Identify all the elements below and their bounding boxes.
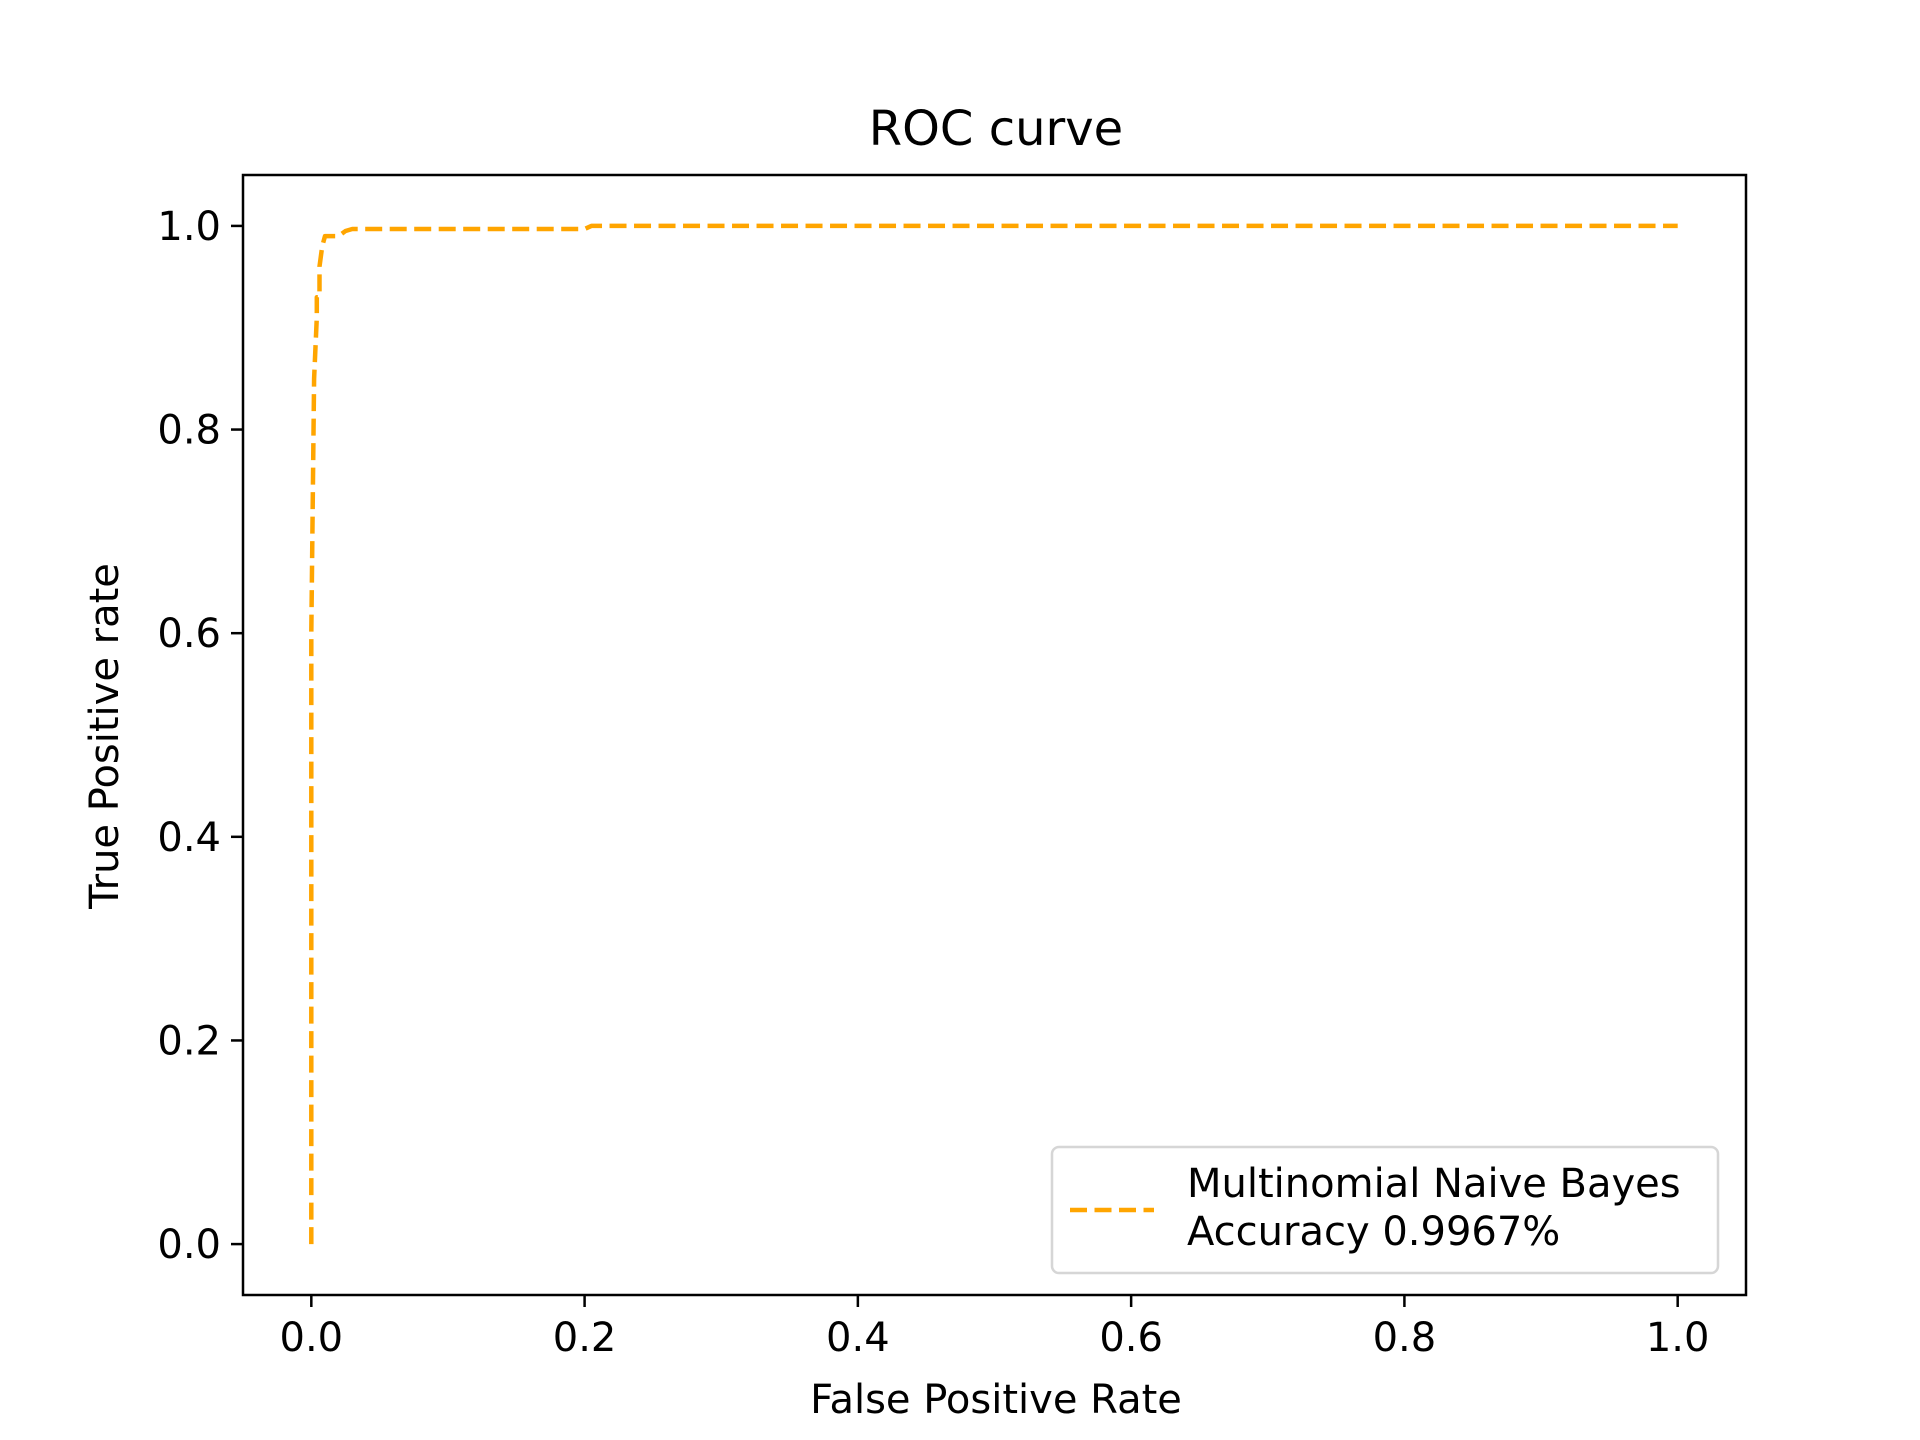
x-tick-label: 0.8 [1373,1315,1437,1361]
legend-box [1050,1145,1720,1275]
y-tick-label: 0.2 [157,1018,221,1064]
x-tick-label: 0.2 [553,1315,617,1361]
x-tick-label: 0.6 [1099,1315,1163,1361]
y-tick-label: 0.6 [157,611,221,657]
y-tick-label: 0.4 [157,815,221,861]
legend-label: Multinomial Naive Bayes [1187,1161,1681,1207]
x-tick-label: 0.4 [826,1315,890,1361]
x-tick-label: 0.0 [280,1315,344,1361]
y-tick-label: 0.0 [157,1222,221,1268]
x-axis-label: False Positive Rate [810,1377,1182,1423]
legend-label: Accuracy 0.9967% [1187,1209,1560,1255]
x-tick-label: 1.0 [1646,1315,1710,1361]
plot-area: 0.0 0.2 0.4 0.6 0.8 1.0 0.0 0.2 0.4 0.6 0.8 1.0 [157,173,1748,1361]
y-tick-label: 1.0 [157,204,221,250]
y-tick-label: 0.8 [157,408,221,454]
series-line-0 [309,223,1678,1245]
axes-frame [241,173,1748,1297]
y-axis-label: True Positive rate [82,563,128,910]
chart-title: ROC curve [869,101,1123,157]
